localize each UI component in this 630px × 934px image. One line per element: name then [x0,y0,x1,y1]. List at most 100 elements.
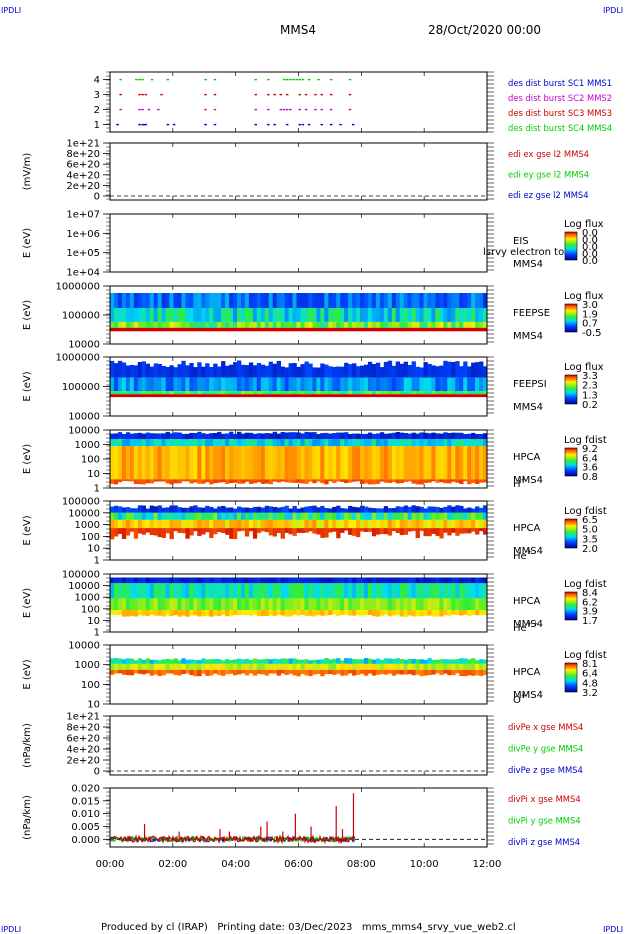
spectrogram-hpca_h-cell [479,439,484,447]
spectrogram-feepsi-cell [241,377,246,392]
spectrogram-feepse-cell [244,327,250,332]
spectrogram-feepse-cell [352,293,357,309]
spectrogram-hpca_h-cell [244,479,250,482]
spectrogram-hpca_he-cell [292,528,297,536]
spectrogram-hpca_h-cell [328,479,333,482]
spectrogram-feepsi-cell [225,391,230,395]
spectrogram-feepsi-cell [129,364,135,378]
spectrogram-feepsi-cell [352,377,357,392]
spectrogram-hpca_h-cell [439,433,444,440]
spectrogram-hpca_hepp-cell [308,583,313,599]
spectrogram-hpca_o-cell [121,659,127,664]
spectrogram-hpca_h-cell [340,446,345,480]
spectrogram-feepsi-cell [149,394,154,398]
spectrogram-feepsi-cell [344,362,349,378]
spectrogram-feepsi-cell [407,391,412,395]
spectrogram-hpca_hepp-cell [185,598,190,610]
spectrogram-hpca_o-cell [264,669,270,676]
spectrogram-feepse-cell [256,322,262,328]
spectrogram-feepsi-cell [110,377,115,392]
spectrogram-feepsi-cell [288,391,293,395]
spectrogram-feepse-cell [244,293,250,309]
spectrogram-hpca_he-cell [213,508,218,513]
spectrogram-feepse-cell [395,293,400,309]
spectrogram-hpca_o-cell [153,669,158,675]
spectrogram-hpca_hepp-cell [117,598,123,610]
spectrogram-hpca_hepp-cell [169,583,174,599]
spectrogram-hpca_h-cell [141,439,146,447]
spectrogram-hpca_o-cell [407,669,412,675]
spectrogram-hpca_o-cell [371,663,377,670]
spectrogram-feepsi-cell [201,366,206,378]
spectrogram-hpca_h-cell [467,446,472,480]
spectrogram-feepsi-cell [471,391,476,395]
spectrogram-hpca_o-cell [443,659,448,664]
spectrogram-hpca_he-cell [173,512,178,520]
spectrogram-feepse-cell [264,322,270,328]
spectrogram-hpca_h-cell [233,479,238,483]
colorbar-hpca_h-tick: 3.6 [582,463,598,474]
spectrogram-hpca_hepp-cell [173,577,178,584]
spectrogram-hpca_h-cell [237,446,242,480]
spectrogram-hpca_he-cell [121,519,127,529]
spectrogram-hpca_o-cell [177,663,182,670]
spectrogram-feepse-cell [161,327,166,332]
spectrogram-hpca_o-cell [435,659,440,664]
spectrogram-feepsi-cell [145,363,150,378]
spectrogram-hpca_hepp-cell [256,577,262,584]
spectrogram-feepse-cell [356,293,361,309]
spectrogram-hpca_h-cell [177,432,182,440]
spectrogram-feepsi-cell [447,361,452,378]
spectrogram-hpca_h-cell [121,479,127,481]
spectrogram-hpca_he-cell [117,528,123,534]
spectrogram-feepse-cell [387,293,393,309]
spectrogram-hpca_o-cell [296,669,301,677]
spectrogram-feepse-cell [189,322,194,328]
spectrogram-feepsi-cell [379,394,385,398]
spectrogram-feepse-cell [141,327,146,332]
spectrogram-hpca_hepp-cell [411,583,416,599]
dist-marker-1 [304,108,308,111]
spectrogram-feepsi-cell [181,394,186,398]
spectrogram-feepse-cell [233,322,238,328]
spectrogram-hpca_he-cell [344,528,349,531]
spectrogram-hpca_hepp-cell [391,583,397,599]
spectrogram-feepsi-cell [288,363,293,378]
spectrogram-hpca_hepp-cell [403,598,408,610]
spectrogram-hpca_o-cell [379,659,385,664]
spectrogram-feepse-cell [427,327,432,332]
spectrogram-hpca_h-cell [475,479,480,484]
spectrogram-hpca_hepp-cell [213,598,218,610]
spectrogram-hpca_h-cell [367,432,373,440]
spectrogram-hpca_hepp-cell [177,577,182,584]
spectrogram-hpca_h-cell [241,433,246,440]
spectrogram-hpca_h-cell [229,439,234,447]
spectrogram-feepsi-cell [256,363,262,378]
dist-marker-2 [254,93,257,96]
spectrogram-feepse-cell [117,293,123,309]
spectrogram-feepse-cell [141,322,146,328]
spectrogram-hpca_he-cell [364,512,369,520]
spectrogram-hpca_he-cell [371,512,377,520]
spectrogram-feepsi-cell [296,366,301,378]
spectrogram-hpca_h-cell [407,433,412,440]
spectrogram-feepse-cell [161,322,166,328]
spectrogram-feepsi-cell [479,377,484,392]
spectrogram-feepse-cell [431,308,436,322]
spectrogram-feepse-cell [145,322,150,328]
spectrogram-feepse-cell [348,308,353,322]
spectrogram-hpca_o-cell [383,658,389,664]
spectrogram-feepsi-cell [114,363,119,378]
spectrogram-feepsi-cell [213,394,218,398]
spectrogram-hpca_hepp-cell [423,577,428,584]
spectrogram-feepsi-cell [435,394,440,398]
spectrogram-feepsi-cell [336,391,341,395]
spectrogram-feepse-cell [276,327,281,332]
spectrogram-feepse-cell [475,293,480,309]
panel-5-ytick-label: 100 [81,455,100,466]
spectrogram-hpca_hepp-cell [284,583,289,599]
spectrogram-hpca_he-cell [217,512,222,520]
spectrogram-hpca_hepp-cell [336,610,341,617]
spectrogram-hpca_h-cell [316,479,321,482]
spectrogram-feepse-cell [395,308,400,322]
